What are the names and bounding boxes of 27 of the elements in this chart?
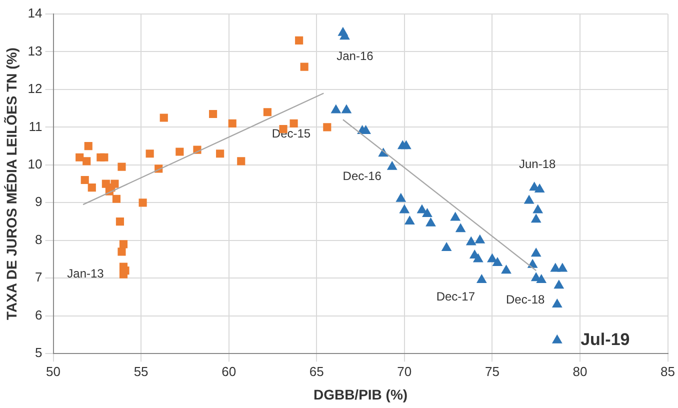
y-tick-label: 10 (28, 156, 42, 172)
annotation: Dec-16 (342, 169, 382, 184)
annotation: Dec-17 (436, 289, 476, 304)
annotation: Jul-19 (580, 330, 630, 350)
y-tick-label: 9 (35, 194, 42, 210)
x-tick-label: 85 (660, 364, 676, 379)
annotation: Jan-13 (67, 266, 104, 281)
y-tick-label: 12 (28, 81, 42, 96)
x-tick-label: 70 (397, 364, 412, 379)
x-tick-label: 80 (572, 364, 588, 379)
x-tick-label: 65 (309, 364, 324, 379)
y-tick-label: 11 (28, 118, 42, 134)
x-axis-title: DGBB/PIB (%) (313, 386, 408, 402)
x-tick-label: 60 (222, 364, 236, 379)
y-tick-label: 7 (35, 270, 42, 285)
y-tick-label: 5 (35, 345, 42, 360)
annotation: Jun-18 (518, 156, 556, 171)
y-axis-title: TAXA DE JUROS MÉDIA LEILÕES TN (%) (3, 48, 20, 320)
y-tick-label: 6 (35, 307, 42, 322)
x-tick-label: 75 (484, 364, 500, 379)
annotation: Dec-18 (506, 292, 546, 306)
y-tick-label: 8 (35, 232, 42, 247)
y-tick-label: 14 (28, 6, 42, 21)
y-tick-label: 13 (28, 43, 42, 58)
annotation: Jan-16 (336, 49, 374, 64)
x-tick-label: 55 (134, 364, 148, 379)
x-tick-label: 50 (46, 364, 60, 379)
